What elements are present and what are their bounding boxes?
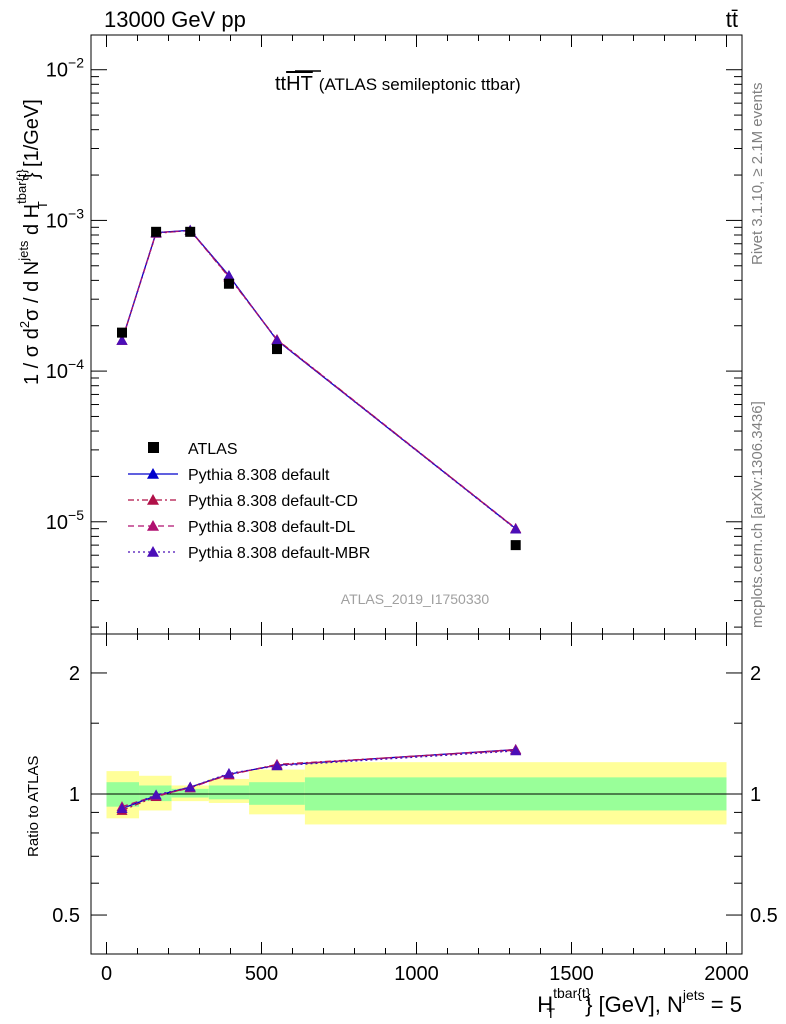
data-point-5	[510, 540, 521, 551]
legend-marker-1	[147, 468, 159, 479]
xlabel: Htbar{t} T } [GeV], Njets = 5	[537, 985, 742, 1021]
band-inner-3	[208, 785, 250, 800]
ratio-tick-label-right-2: 2	[750, 663, 761, 685]
process-label: tt̄	[726, 7, 738, 32]
y-tick-label-2: 10−3	[46, 205, 84, 232]
title-overline: HT	[286, 73, 313, 95]
title-sub: (ATLAS semileptonic ttbar)	[319, 75, 521, 94]
ratio-tick-label-left-1: 1	[69, 784, 80, 806]
ratio-line-2	[121, 748, 516, 808]
data-point-2	[185, 226, 196, 237]
ratio-marker-3-2	[184, 781, 196, 792]
ratio-tick-label-left-0.5: 0.5	[52, 905, 80, 927]
main-marker-3-3	[223, 270, 235, 281]
legend-label-0: ATLAS	[188, 441, 238, 458]
main-line-2	[121, 229, 517, 529]
legend-marker-3	[147, 520, 159, 531]
ratio-marker-3-3	[223, 767, 235, 778]
ylabel-part-1: 2	[17, 321, 32, 328]
ratio-marker-3-4	[271, 760, 283, 771]
axis-ticks	[91, 35, 742, 954]
ylabel-part-2: σ / d N	[21, 261, 43, 321]
ratio-marker-3-5	[510, 745, 522, 756]
main-line-3	[121, 229, 517, 530]
xlabel-part-1: tbar{t}	[553, 985, 591, 1001]
data-point-3	[223, 278, 234, 289]
analysis-tag: ATLAS_2019_I1750330	[341, 591, 490, 607]
ylabel-part-0: 1 / σ d	[21, 328, 43, 385]
main-marker-3-0	[116, 334, 128, 345]
x-tick-label-1000: 1000	[394, 963, 439, 985]
legend-label-2: Pythia 8.308 default-CD	[188, 493, 358, 510]
axis-tick-labels: 0 500 1000 1500 2000 10−5 10−4 10−3 10−2 0.5 0.5 1 1…	[46, 55, 778, 985]
main-marker-3-5	[510, 523, 522, 534]
data-point-1	[151, 226, 162, 237]
mcplots-label: mcplots.cern.ch [arXiv:1306.3436]	[749, 401, 766, 628]
ratio-ylabel: Ratio to ATLAS	[25, 756, 42, 857]
xlabel-part-4: jets	[682, 987, 705, 1003]
x-tick-label-1500: 1500	[549, 963, 594, 985]
band-inner-2	[171, 788, 209, 798]
ratio-marker-3-1	[150, 789, 162, 800]
legend: ATLAS Pythia 8.308 default Pythia 8.308 de…	[128, 441, 370, 562]
band-inner-4	[249, 782, 305, 805]
energy-label: 13000 GeV pp	[104, 7, 246, 32]
ylabel-part-6: T	[35, 201, 50, 209]
rivet-label: Rivet 3.1.10, ≥ 2.1M events	[749, 83, 766, 266]
ylabel-part-4: d H	[21, 204, 43, 241]
uncertainty-bands	[106, 762, 727, 825]
y-tick-label-1: 10−4	[46, 356, 84, 383]
ylabel-part-5: tbar{t}	[14, 169, 29, 204]
data-point-0	[117, 327, 127, 338]
data-point-4	[272, 344, 282, 355]
main-ylabel: 1 / σ d2σ / d Njets d Htbar{t} T } [1/GeV]	[14, 99, 50, 385]
ratio-marker-3-0	[116, 803, 128, 813]
ratio-tick-label-right-1: 1	[750, 784, 761, 806]
main-series	[116, 224, 522, 551]
y-tick-label-0: 10−5	[46, 507, 84, 534]
ylabel-part-7: } [1/GeV]	[21, 99, 43, 179]
legend-marker-4	[147, 546, 159, 557]
main-marker-3-4	[271, 334, 283, 345]
ylabel-part-3: jets	[16, 240, 31, 262]
legend-marker-2	[147, 494, 159, 505]
y-tick-label-3: 10−2	[46, 55, 84, 82]
ratio-tick-label-left-2: 2	[69, 663, 80, 685]
x-tick-label-0: 0	[101, 963, 112, 985]
xlabel-part-2: T	[547, 1005, 556, 1021]
legend-label-4: Pythia 8.308 default-MBR	[188, 545, 370, 562]
x-tick-label-2000: 2000	[704, 963, 749, 985]
ratio-series	[116, 744, 522, 815]
ratio-line-3	[121, 750, 516, 810]
panel-title: ttHT (ATLAS semileptonic ttbar)	[275, 73, 521, 95]
x-tick-label-500: 500	[245, 963, 278, 985]
xlabel-part-3: } [GeV], N	[585, 992, 683, 1017]
legend-label-3: Pythia 8.308 default-DL	[188, 519, 355, 536]
xlabel-part-5: = 5	[705, 992, 742, 1017]
legend-label-1: Pythia 8.308 default	[188, 467, 330, 484]
legend-marker-0	[148, 442, 159, 453]
xlabel-part-0: H	[537, 992, 553, 1017]
ratio-tick-label-right-0.5: 0.5	[750, 905, 778, 927]
title-main: tt	[275, 73, 287, 95]
